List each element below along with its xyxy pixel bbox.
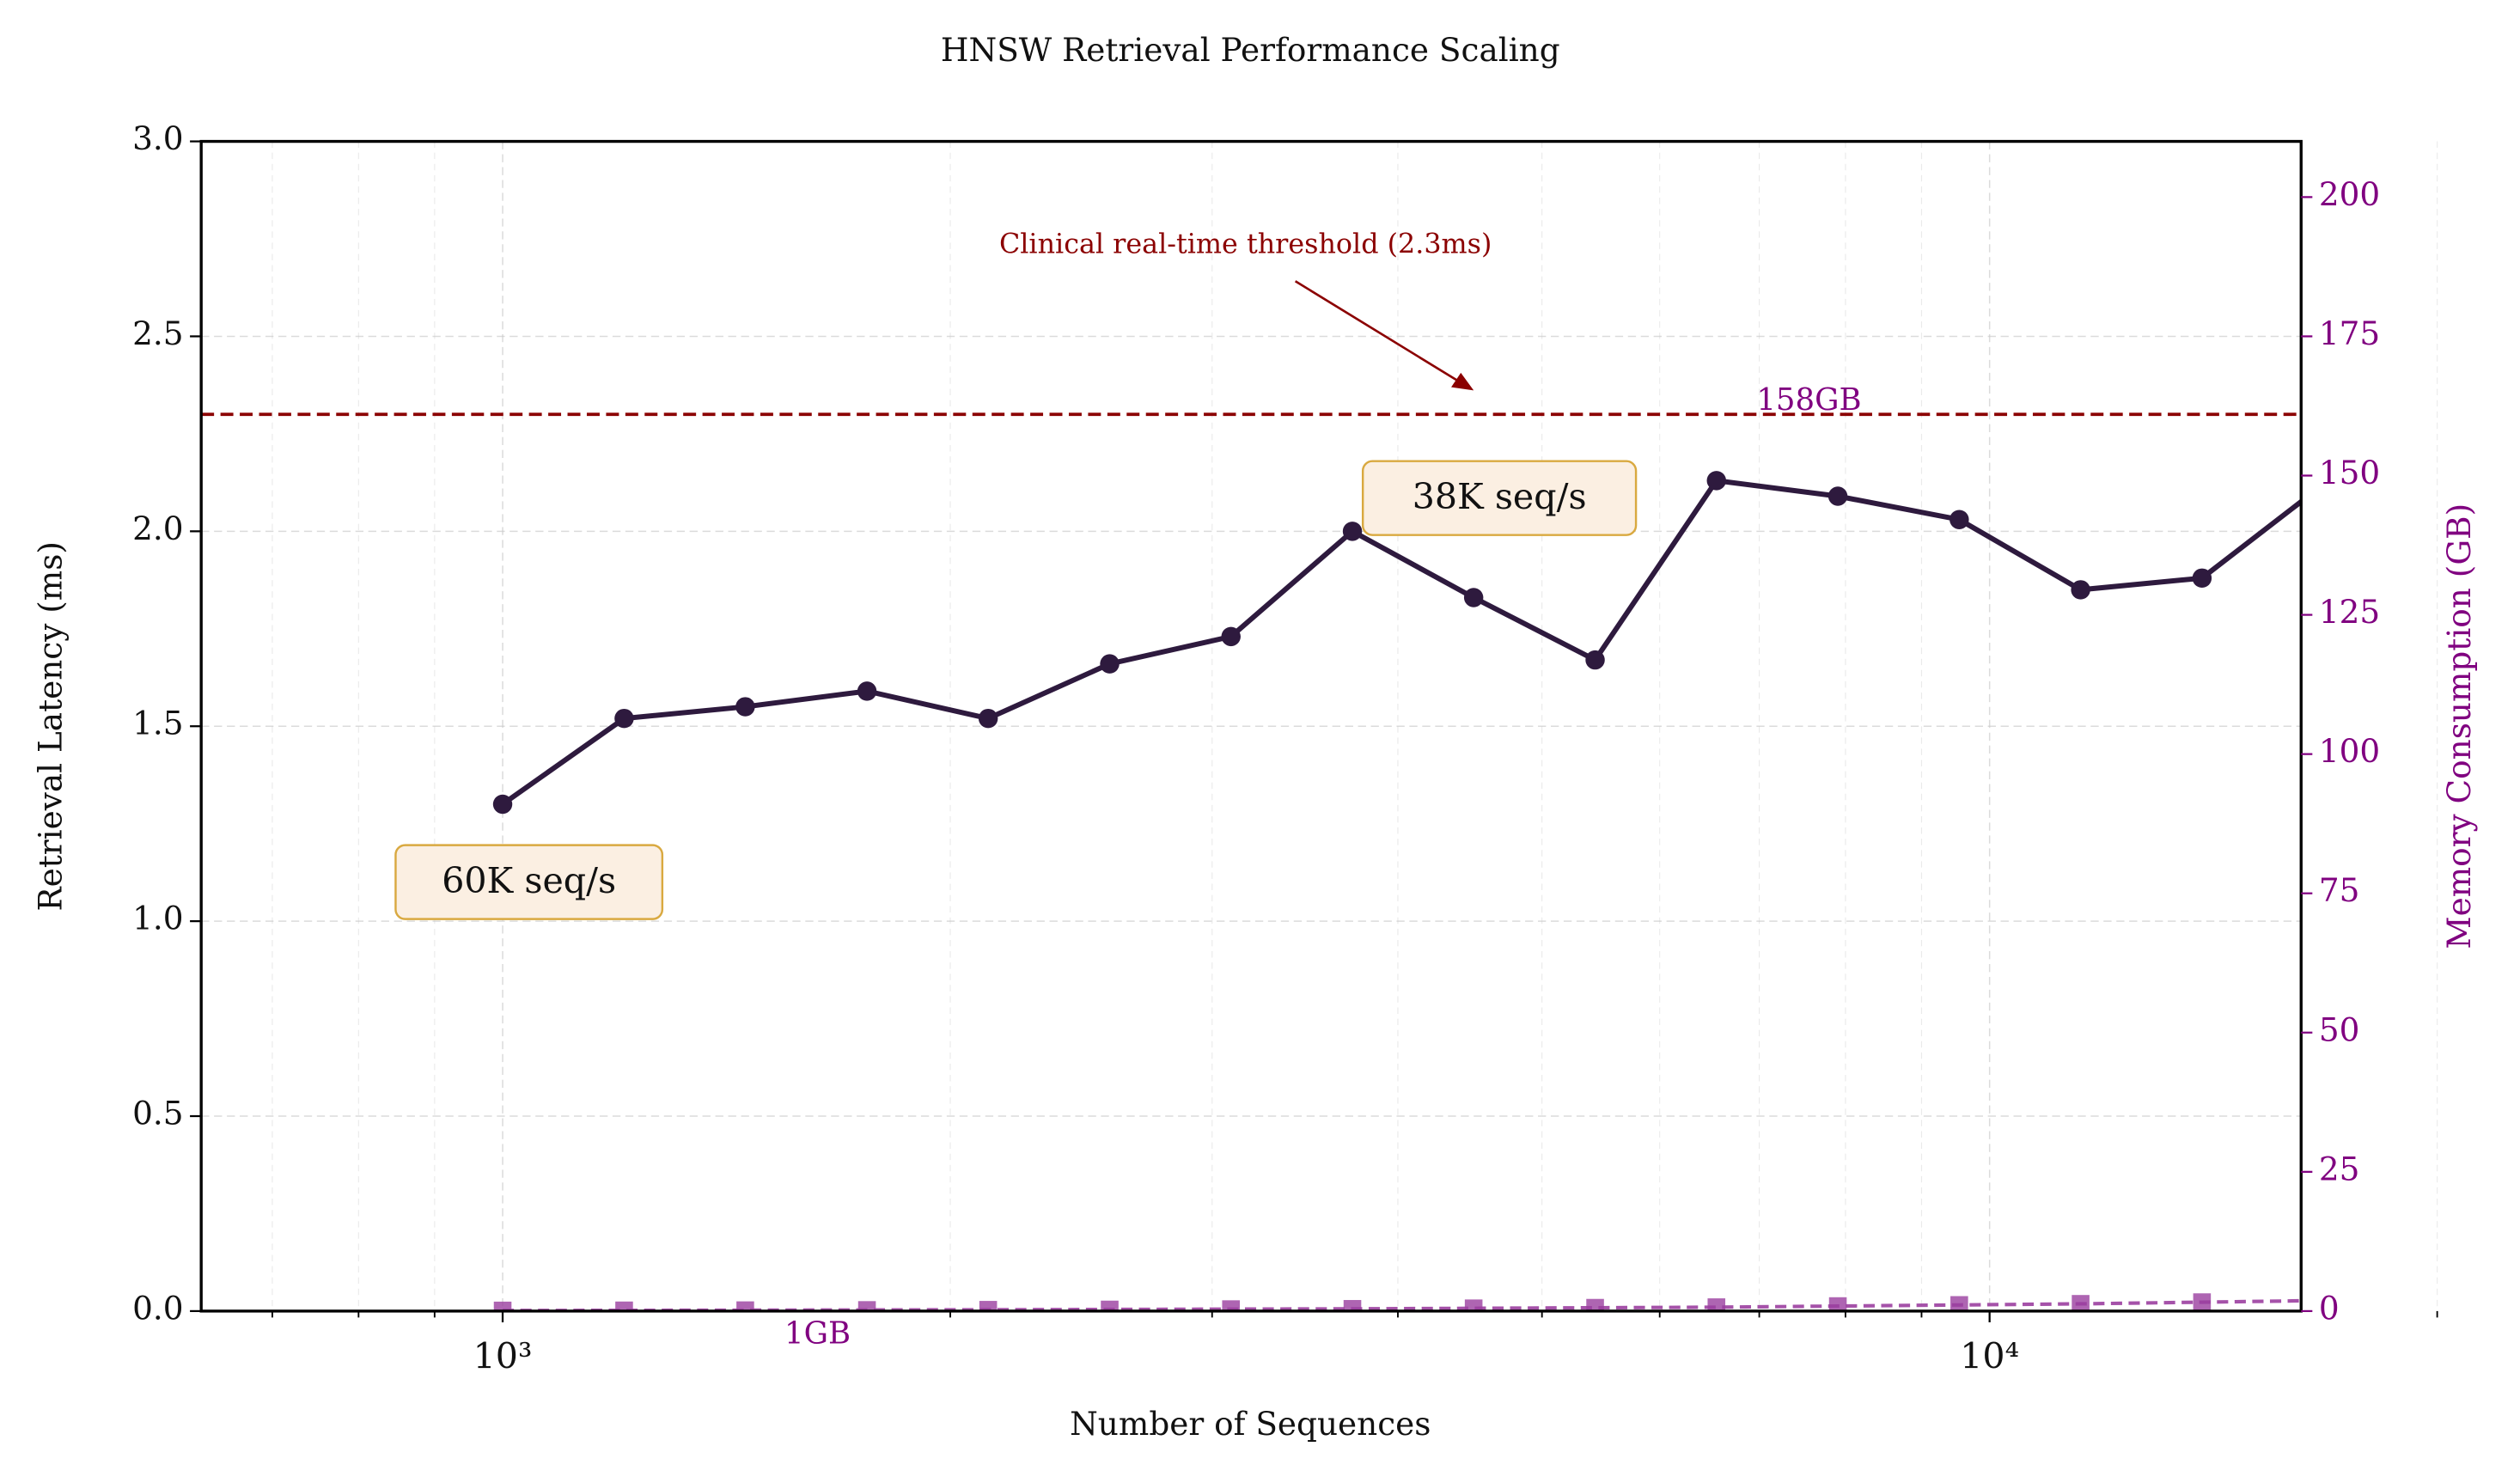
y-tick-label: 2.0 bbox=[132, 510, 183, 547]
y2-tick-label: 150 bbox=[2319, 454, 2380, 491]
annotation: 158GB bbox=[1756, 382, 1861, 418]
marker bbox=[2072, 1295, 2090, 1311]
marker bbox=[1586, 1298, 1604, 1311]
marker bbox=[1222, 1300, 1241, 1311]
marker bbox=[1828, 1297, 1847, 1311]
marker bbox=[2437, 1291, 2453, 1307]
annotation-arrow bbox=[1294, 280, 1467, 387]
y-tick-label: 0.5 bbox=[132, 1095, 183, 1132]
annotation-box bbox=[1361, 460, 1638, 536]
annotation: Clinical real-time threshold (2.3ms) bbox=[999, 229, 1492, 260]
y-tick-label: 3.0 bbox=[132, 119, 183, 157]
marker bbox=[1706, 471, 1726, 491]
y2-tick-label: 75 bbox=[2319, 871, 2360, 909]
y-tick-label: 0.0 bbox=[132, 1289, 183, 1327]
marker bbox=[978, 708, 998, 729]
annotation-box bbox=[394, 844, 664, 920]
annotation: 60K seq/s bbox=[442, 860, 616, 901]
y-tick-label: 1.5 bbox=[132, 705, 183, 742]
series-line bbox=[503, 1298, 2302, 1311]
marker bbox=[1343, 1300, 1362, 1311]
y-tick-label: 1.0 bbox=[132, 900, 183, 937]
marker bbox=[1585, 650, 1605, 670]
y2-tick-label: 0 bbox=[2319, 1289, 2340, 1327]
y2-tick-label: 175 bbox=[2319, 314, 2380, 352]
x-axis-label: Number of Sequences bbox=[1070, 1405, 1431, 1443]
marker bbox=[1221, 626, 1241, 647]
marker bbox=[857, 681, 877, 701]
marker bbox=[1949, 510, 1969, 529]
marker bbox=[614, 708, 634, 729]
marker bbox=[2435, 409, 2454, 428]
marker bbox=[1101, 1300, 1119, 1311]
y2-axis-label: Memory Consumption (GB) bbox=[2440, 503, 2478, 949]
marker bbox=[1827, 486, 1848, 506]
series-line bbox=[501, 478, 2302, 807]
y-tick-label: 2.5 bbox=[132, 314, 183, 352]
marker bbox=[2071, 580, 2090, 600]
y2-tick-label: 25 bbox=[2319, 1150, 2360, 1187]
plot-area bbox=[492, 409, 2454, 1311]
marker bbox=[2192, 568, 2212, 589]
y2-tick-label: 50 bbox=[2319, 1010, 2360, 1048]
x-tick-label: 10⁴ bbox=[1960, 1336, 2019, 1377]
y2-tick-label: 100 bbox=[2319, 732, 2380, 770]
marker bbox=[492, 794, 513, 815]
marker bbox=[1464, 1299, 1483, 1311]
x-tick-label: 10³ bbox=[473, 1336, 533, 1377]
marker bbox=[1463, 588, 1484, 607]
annotation: 1GB bbox=[784, 1315, 851, 1351]
chart-title: HNSW Retrieval Performance Scaling bbox=[941, 31, 1560, 69]
marker bbox=[1342, 522, 1363, 541]
marker bbox=[735, 697, 755, 717]
y-axis-label: Retrieval Latency (ms) bbox=[32, 541, 70, 911]
annotation: 38K seq/s bbox=[1413, 476, 1587, 517]
y2-tick-label: 200 bbox=[2319, 175, 2380, 213]
marker bbox=[1707, 1298, 1726, 1311]
y2-tick-label: 125 bbox=[2319, 593, 2380, 631]
marker bbox=[1950, 1296, 1968, 1311]
arrow-head bbox=[1451, 372, 1474, 391]
marker bbox=[2193, 1293, 2212, 1311]
marker bbox=[1100, 654, 1120, 674]
